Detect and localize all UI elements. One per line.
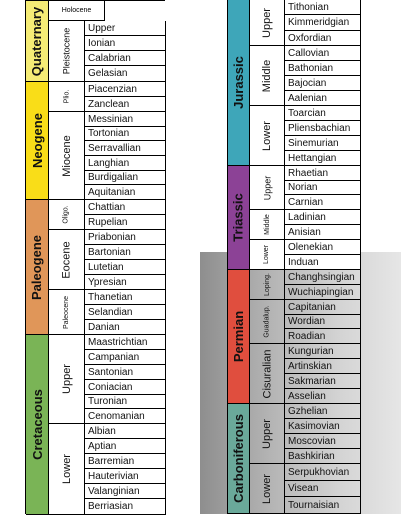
stage-tournaisian: Tournaisian [285,497,361,514]
epoch-jurassic-lower: Lower [250,106,285,166]
epoch-cretaceous-lower: Lower [49,424,85,515]
stage-priabonian: Priabonian [85,230,166,245]
epoch-lopingian: Loping. [250,270,285,300]
epoch-cisuralian: Cisuralian [250,344,285,404]
stage-tithonian: Tithonian [285,0,361,15]
stage-carnian: Carnian [285,195,361,210]
stage-ypresian: Ypresian [85,275,166,290]
period-jurassic: Jurassic [228,0,250,166]
epoch-pleistocene: Pleistocene [49,21,85,82]
stage-albian: Albian [85,424,166,439]
stage-aquitanian: Aquitanian [85,185,166,200]
epoch-triassic-upper: Upper [250,166,285,210]
stage-zanclean: Zanclean [85,97,166,112]
epoch-paleocene: Paleocene [49,290,85,335]
stage-changhsingian: Changhsingian [285,270,361,285]
stage-tortonian: Tortonian [85,127,166,141]
stage-kimmeridgian: Kimmeridgian [285,15,361,31]
left-timescale-column: Quaternary Neogene Paleogene Cretaceous … [25,0,166,515]
stage-selandian: Selandian [85,305,166,320]
stage-coniacian: Coniacian [85,380,166,395]
epoch-pliocene: Plio. [49,82,85,112]
stage-langhian: Langhian [85,156,166,171]
stage-burdigalian: Burdigalian [85,171,166,185]
stage-sinemurian: Sinemurian [285,136,361,151]
stage-callovian: Callovian [285,46,361,61]
period-permian: Permian [228,270,250,404]
stage-rupelian: Rupelian [85,215,166,230]
stage-berriasian: Berriasian [85,499,166,515]
period-triassic: Triassic [228,166,250,270]
stage-anisian: Anisian [285,225,361,240]
stage-hettangian: Hettangian [285,151,361,166]
epoch-carboniferous-lower: Lower [250,464,285,514]
stage-wordian: Wordian [285,315,361,329]
stage-norian: Norian [285,181,361,195]
stage-barremian: Barremian [85,454,166,469]
stage-danian: Danian [85,320,166,335]
epoch-oligocene: Oligo. [49,200,85,230]
epoch-miocene: Miocene [49,112,85,200]
period-neogene: Neogene [26,82,49,200]
stage-calabrian: Calabrian [85,51,166,66]
stage-oxfordian: Oxfordian [285,31,361,46]
stage-artinskian: Artinskian [285,359,361,374]
stage-lutetian: Lutetian [85,260,166,275]
stage-valanginian: Valanginian [85,484,166,499]
period-paleogene: Paleogene [26,200,49,335]
stage-gzhelian: Gzhelian [285,404,361,419]
stage-induan: Induan [285,255,361,270]
stage-messinian: Messinian [85,112,166,127]
epoch-guadalupian: Guadalup. [250,300,285,344]
stage-turonian: Turonian [85,395,166,409]
stage-kasimovian: Kasimovian [285,419,361,434]
stage-visean: Visean [285,481,361,497]
stage-bartonian: Bartonian [85,245,166,260]
right-timescale-column: Jurassic Triassic Permian Carboniferous … [227,0,361,514]
stage-maastrichtian: Maastrichtian [85,335,166,350]
stage-quaternary-upper: Upper [85,21,166,36]
stage-ladinian: Ladinian [285,210,361,225]
stage-bajocian: Bajocian [285,76,361,91]
stage-aptian: Aptian [85,439,166,454]
stage-bathonian: Bathonian [285,61,361,76]
stage-toarcian: Toarcian [285,106,361,121]
stage-santonian: Santonian [85,365,166,380]
stage-sakmarian: Sakmarian [285,374,361,389]
epoch-holocene: Holocene [49,1,105,21]
stage-bashkirian: Bashkirian [285,449,361,464]
epoch-eocene: Eocene [49,230,85,290]
stage-ionian: Ionian [85,36,166,51]
stage-chattian: Chattian [85,200,166,215]
stage-piacenzian: Piacenzian [85,82,166,97]
stage-capitanian: Capitanian [285,300,361,315]
stage-roadian: Roadian [285,329,361,344]
stage-moscovian: Moscovian [285,434,361,449]
stage-serravallian: Serravallian [85,141,166,156]
stage-asselian: Asselian [285,389,361,404]
stage-thanetian: Thanetian [85,290,166,305]
period-quaternary: Quaternary [26,1,49,82]
stage-cenomanian: Cenomanian [85,409,166,424]
stage-aalenian: Aalenian [285,91,361,106]
stage-serpukhovian: Serpukhovian [285,464,361,481]
stage-rhaetian: Rhaetian [285,166,361,181]
stage-campanian: Campanian [85,350,166,365]
stage-olenekian: Olenekian [285,240,361,255]
epoch-cretaceous-upper: Upper [49,335,85,424]
epoch-triassic-lower: Lower [250,240,285,270]
period-cretaceous: Cretaceous [26,335,49,515]
epoch-triassic-middle: Middle [250,210,285,240]
period-carboniferous: Carboniferous [228,404,250,514]
stage-kungurian: Kungurian [285,344,361,359]
epoch-jurassic-upper: Upper [250,0,285,46]
epoch-jurassic-middle: Middle [250,46,285,106]
stage-wuchiapingian: Wuchiapingian [285,285,361,300]
stage-pliensbachian: Pliensbachian [285,121,361,136]
stage-gelasian: Gelasian [85,66,166,82]
stage-hauterivian: Hauterivian [85,469,166,484]
epoch-carboniferous-upper: Upper [250,404,285,464]
